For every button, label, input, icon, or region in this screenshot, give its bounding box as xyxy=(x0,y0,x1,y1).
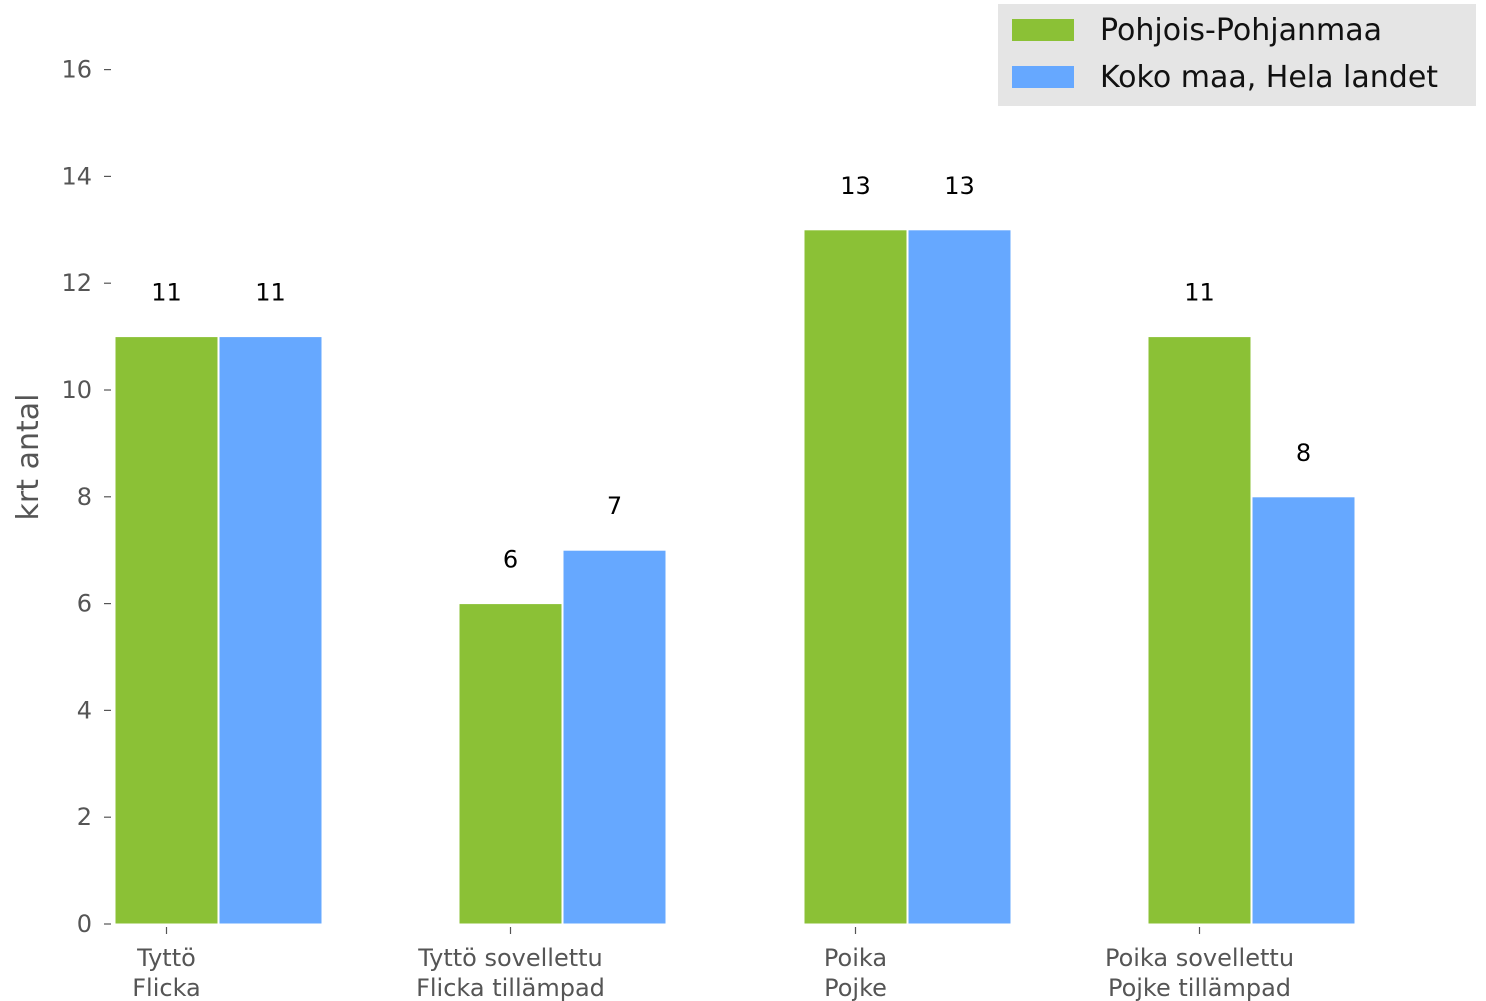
bar-koko-maa xyxy=(562,549,667,925)
bars: 11 6 13 11 11 7 13 8 xyxy=(114,172,1356,925)
category-label: Poika xyxy=(824,944,887,972)
bar-koko-maa xyxy=(1251,496,1356,925)
bar-pohjois-pohjanmaa xyxy=(803,229,908,925)
y-axis: 0 2 4 6 8 10 12 14 16 xyxy=(61,56,111,938)
bar-pohjois-pohjanmaa xyxy=(1147,336,1252,925)
y-tick-label: 8 xyxy=(77,483,92,511)
data-label: 6 xyxy=(503,546,518,574)
category-label: Flicka xyxy=(132,974,201,1001)
bar-koko-maa xyxy=(907,229,1012,925)
legend-swatch xyxy=(1012,66,1074,88)
category-label: Pojke tillämpad xyxy=(1108,974,1291,1001)
category-label: Pojke xyxy=(824,974,887,1001)
data-label: 13 xyxy=(840,172,871,200)
category-label: Flicka tillämpad xyxy=(416,974,605,1001)
y-tick-label: 14 xyxy=(61,162,92,190)
legend-swatch xyxy=(1012,19,1074,41)
y-tick-label: 2 xyxy=(77,803,92,831)
data-label: 11 xyxy=(1184,279,1215,307)
data-label: 7 xyxy=(607,492,622,520)
bar-pohjois-pohjanmaa xyxy=(458,603,563,925)
bar-koko-maa xyxy=(218,336,323,925)
data-label: 11 xyxy=(255,279,286,307)
category-label: Tyttö sovellettu xyxy=(417,944,603,972)
data-label: 13 xyxy=(944,172,975,200)
y-tick-label: 4 xyxy=(77,696,92,724)
category-label: Tyttö xyxy=(136,944,196,972)
y-axis-title: krt antal xyxy=(11,394,46,521)
data-label: 11 xyxy=(151,279,182,307)
legend-label: Koko maa, Hela landet xyxy=(1100,60,1438,95)
y-tick-label: 10 xyxy=(61,376,92,404)
legend-box xyxy=(998,4,1476,106)
y-tick-label: 12 xyxy=(61,269,92,297)
legend-label: Pohjois-Pohjanmaa xyxy=(1100,13,1382,48)
y-tick-label: 0 xyxy=(77,910,92,938)
legend: Pohjois-Pohjanmaa Koko maa, Hela landet xyxy=(998,4,1476,106)
y-tick-label: 6 xyxy=(77,590,92,618)
bar-pohjois-pohjanmaa xyxy=(114,336,219,925)
y-tick-label: 16 xyxy=(61,56,92,84)
category-label: Poika sovellettu xyxy=(1105,944,1294,972)
data-label: 8 xyxy=(1296,439,1311,467)
